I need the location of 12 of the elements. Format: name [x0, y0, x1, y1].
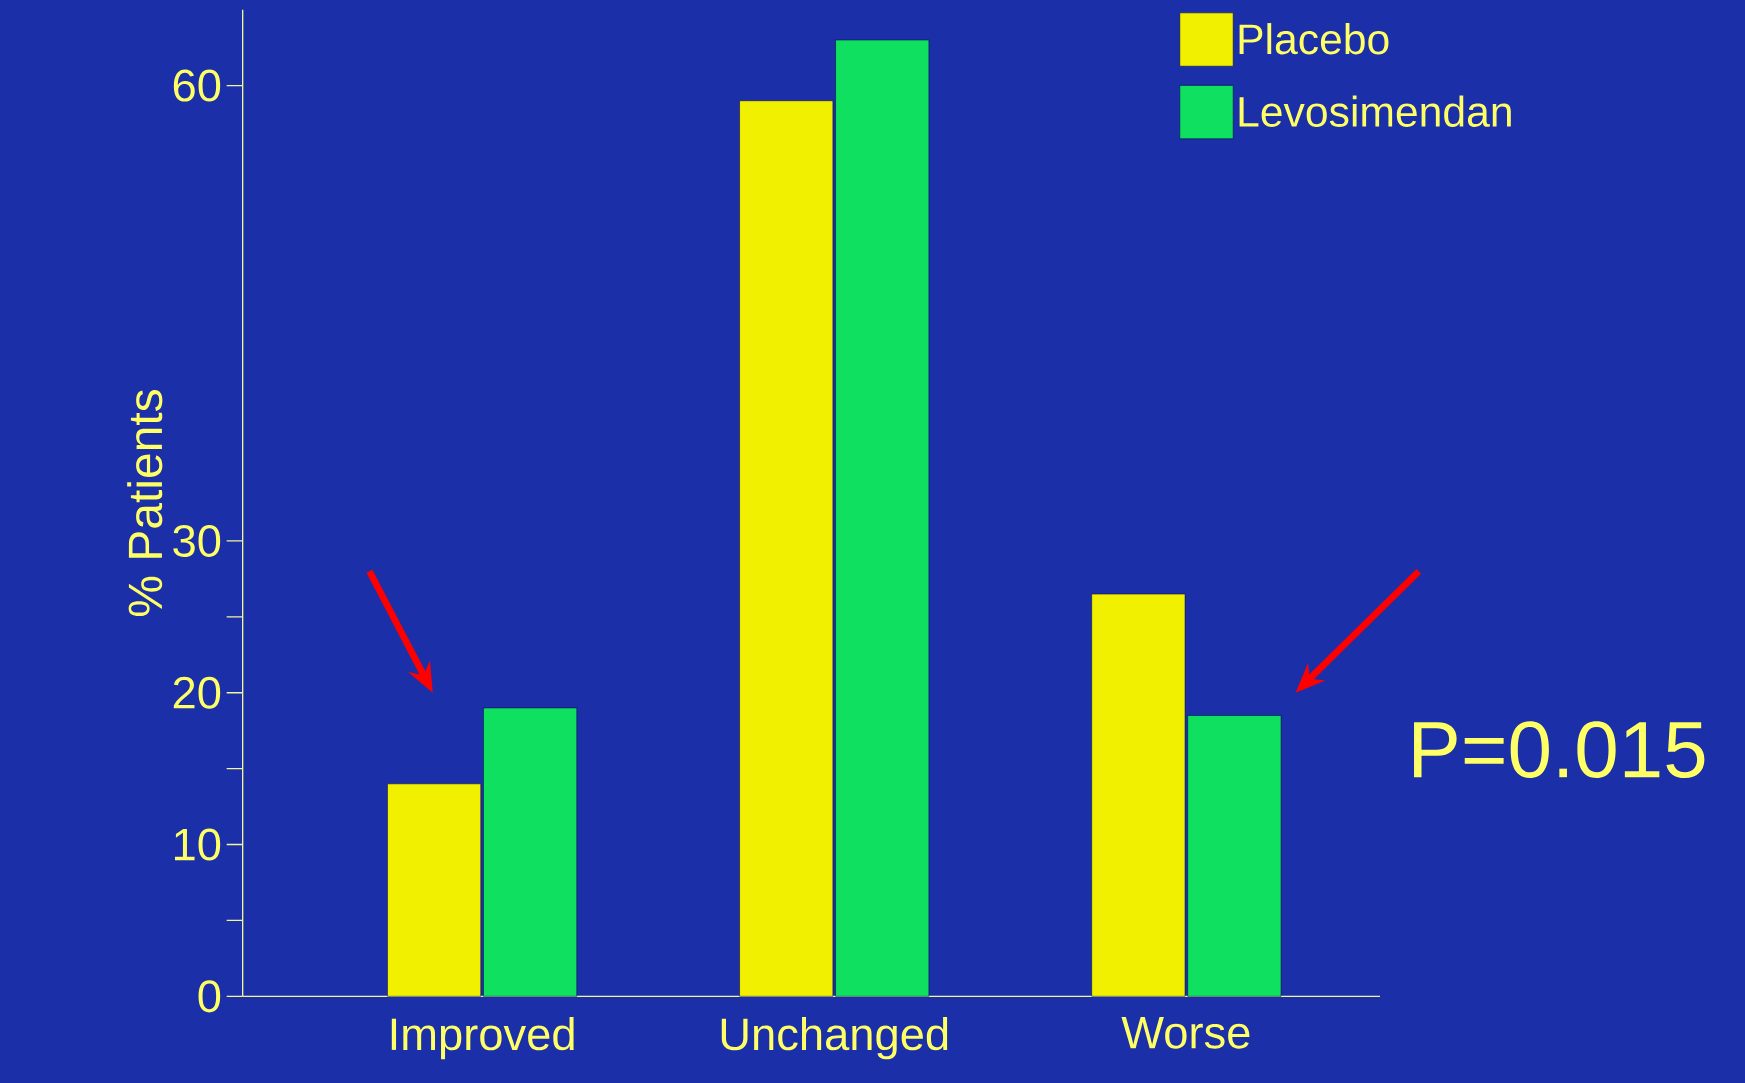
x-tick-label: Improved — [391, 1017, 574, 1060]
x-tick-label: Worse — [1121, 1017, 1250, 1049]
legend-label: Levosimendan — [1239, 95, 1511, 127]
y-tick-label: 30 — [173, 524, 221, 557]
y-tick-label: 20 — [173, 676, 221, 709]
y-tick-label: 10 — [174, 828, 221, 861]
x-tick-label: Unchanged — [721, 1017, 948, 1060]
y-tick-label: 60 — [173, 69, 221, 102]
y-axis-title: % Patients — [127, 390, 163, 617]
legend-label: Placebo — [1239, 23, 1389, 55]
text: P=0.015 — [1414, 721, 1705, 778]
y-tick-label: 0 — [198, 980, 221, 1013]
